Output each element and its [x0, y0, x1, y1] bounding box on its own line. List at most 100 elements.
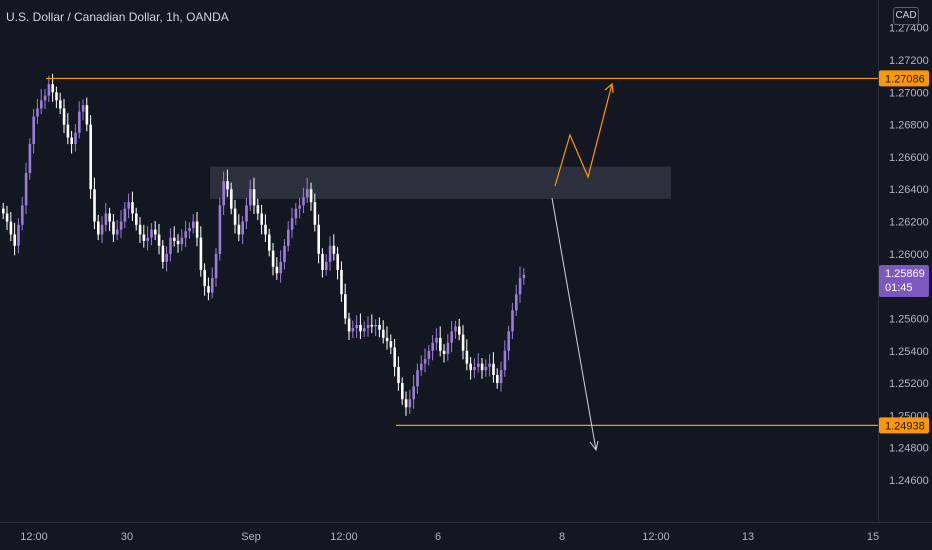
- time-tick-label: Sep: [241, 531, 261, 543]
- candle-body: [507, 331, 510, 351]
- time-axis-bg: [0, 522, 932, 550]
- candle: [465, 339, 469, 371]
- candle-body: [484, 366, 488, 371]
- candle: [260, 204, 263, 235]
- candle-body: [81, 105, 85, 112]
- candle: [237, 214, 241, 242]
- price-tick-label: 1.24800: [889, 443, 929, 455]
- candle: [439, 326, 442, 357]
- candle: [112, 213, 115, 243]
- candle: [302, 187, 305, 213]
- price-tick-label: 1.25600: [889, 313, 929, 325]
- bullish-path: [554, 83, 613, 187]
- candle-body: [85, 105, 89, 125]
- candle-body: [378, 324, 381, 330]
- candle-body: [408, 399, 412, 408]
- candle: [100, 216, 104, 244]
- price-tick-label: 1.25400: [889, 346, 929, 358]
- candle: [192, 213, 195, 234]
- candle: [252, 177, 256, 214]
- candle-body: [89, 124, 92, 190]
- candle: [370, 314, 374, 334]
- candle: [78, 101, 81, 139]
- candle-body: [146, 237, 149, 241]
- level-price-badge: [879, 417, 929, 434]
- candle-body: [469, 363, 472, 371]
- candle: [287, 221, 290, 252]
- candle-body: [9, 221, 13, 235]
- candle: [40, 88, 43, 115]
- candle-body: [169, 237, 172, 254]
- candle: [207, 277, 210, 301]
- candle-body: [328, 245, 332, 262]
- candle-body: [275, 266, 279, 274]
- price-tick-label: 1.26400: [889, 184, 929, 196]
- candle: [480, 358, 484, 379]
- candle: [59, 92, 62, 115]
- candle-body: [142, 234, 146, 241]
- candle: [347, 312, 351, 340]
- candle: [36, 98, 39, 125]
- candle-body: [51, 84, 54, 93]
- candle-body: [522, 274, 526, 279]
- candle: [385, 326, 389, 350]
- candle: [359, 313, 362, 339]
- candle-body: [492, 363, 495, 375]
- candle-body: [351, 328, 355, 332]
- candle-body: [306, 189, 309, 198]
- candle: [393, 338, 396, 377]
- candlestick-series: [2, 73, 526, 416]
- candle-body: [279, 261, 282, 274]
- candle: [283, 239, 286, 270]
- candle: [503, 340, 507, 377]
- candle-body: [488, 363, 491, 367]
- candle-body: [17, 224, 20, 246]
- candle: [184, 220, 187, 248]
- candle: [340, 261, 343, 302]
- candle: [5, 205, 9, 231]
- candle: [222, 171, 225, 215]
- candle-body: [302, 197, 305, 206]
- time-tick-label: 12:00: [330, 531, 358, 543]
- candle-body: [245, 205, 248, 222]
- candle: [290, 207, 294, 239]
- candle-body: [321, 253, 324, 270]
- candle: [374, 319, 377, 337]
- candle: [142, 224, 146, 248]
- candle-body: [450, 331, 453, 343]
- symbol-title[interactable]: U.S. Dollar / Canadian Dollar, 1h, OANDA: [6, 10, 229, 24]
- candle: [214, 248, 218, 287]
- price-tick-label: 1.25200: [889, 378, 929, 390]
- candle: [116, 220, 119, 241]
- candle-body: [43, 95, 47, 101]
- candle-body: [332, 245, 336, 254]
- bearish-path: [551, 197, 597, 451]
- candle: [420, 355, 423, 376]
- candle: [518, 266, 522, 303]
- candle: [264, 214, 267, 243]
- candle-body: [446, 342, 450, 354]
- candle: [416, 363, 419, 394]
- candle-body: [389, 341, 393, 348]
- candle-body: [401, 383, 404, 400]
- candle-body: [420, 363, 423, 371]
- candle-body: [36, 108, 39, 117]
- candle: [279, 250, 282, 283]
- candle-body: [271, 250, 275, 267]
- candle: [378, 317, 381, 338]
- candle: [21, 196, 24, 231]
- candle-body: [233, 208, 237, 225]
- currency-button[interactable]: CAD: [893, 7, 919, 25]
- candle: [28, 138, 32, 180]
- candle: [515, 284, 518, 317]
- candle: [355, 315, 358, 338]
- candle: [458, 318, 461, 341]
- candle: [268, 228, 271, 257]
- candle-body: [461, 334, 465, 351]
- price-tick-label: 1.27400: [889, 23, 929, 35]
- price-tick-label: 1.27200: [889, 55, 929, 67]
- candle-body: [116, 229, 119, 235]
- candle-body: [363, 328, 366, 332]
- candle: [218, 197, 222, 261]
